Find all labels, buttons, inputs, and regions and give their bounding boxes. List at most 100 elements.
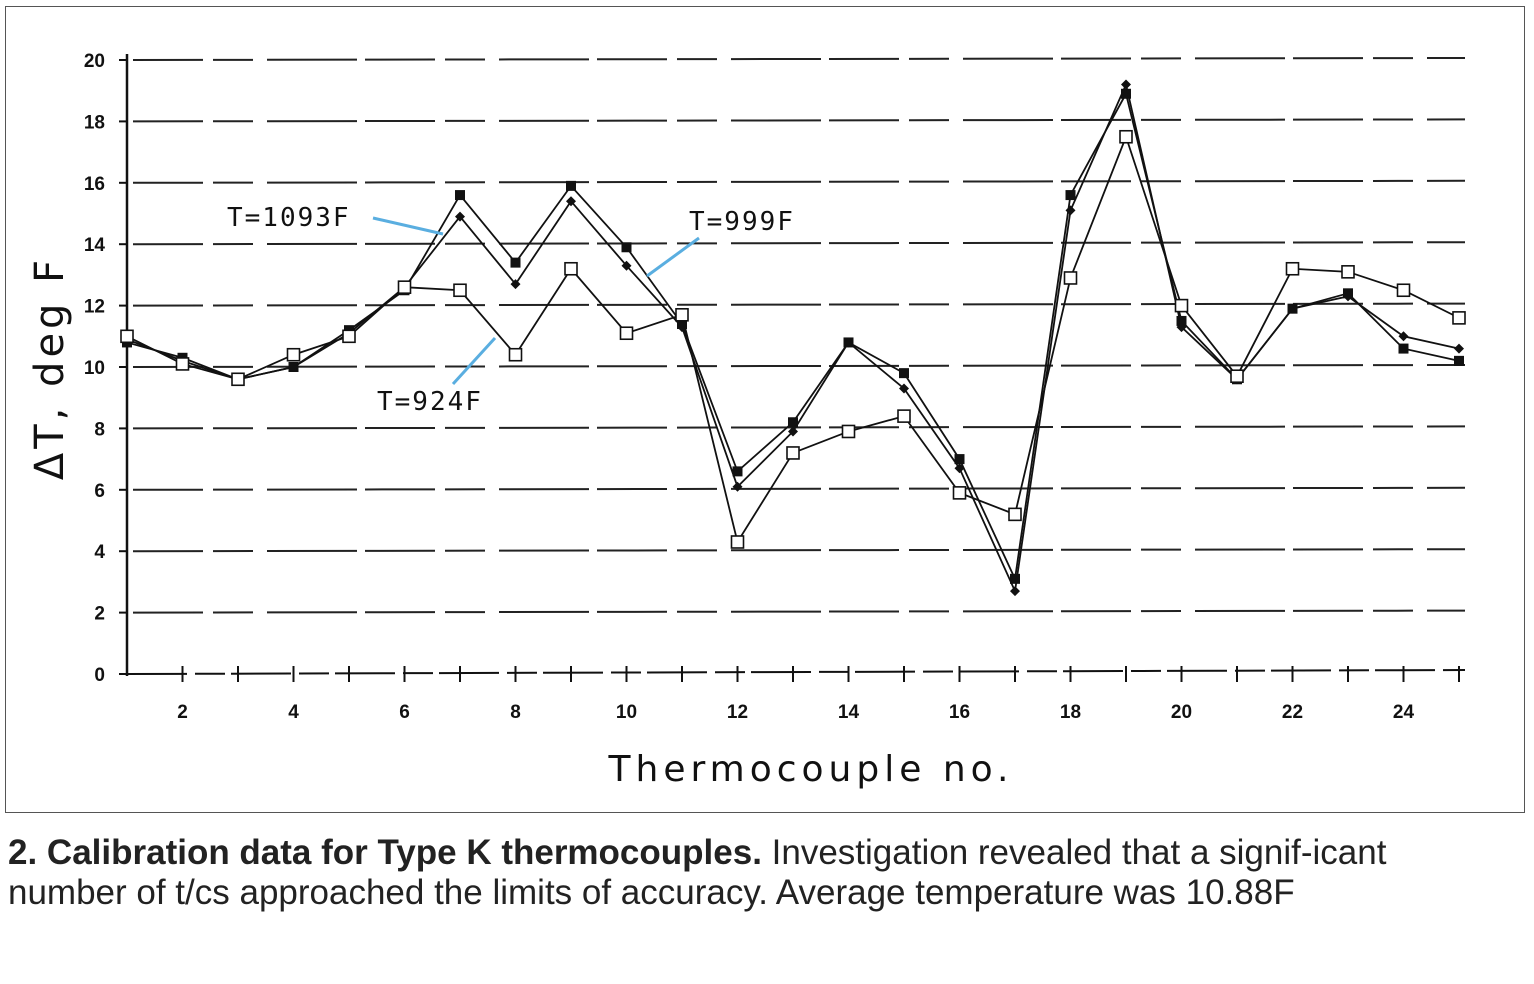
data-point-T=924F-11 <box>675 308 689 322</box>
x-tick-labels: 2 4 6 8 10 12 14 16 18 20 22 24 <box>177 702 1414 723</box>
x-tick-label-18: 18 <box>1060 702 1081 723</box>
data-point-T=999F-15 <box>899 383 909 394</box>
y-tick-label-10: 10 <box>84 358 105 379</box>
x-tick-label-24: 24 <box>1393 702 1415 723</box>
x-tick-label-2: 2 <box>177 702 188 723</box>
x-axis-line <box>126 669 1466 675</box>
grid-line-y-16 <box>132 179 1466 184</box>
y-tick-label-12: 12 <box>84 297 105 318</box>
annotation-arrow-T=999F <box>646 236 700 278</box>
x-tick-label-8: 8 <box>510 702 521 723</box>
data-point-T=999F-14 <box>843 337 854 348</box>
series-T=924F <box>120 129 1466 549</box>
data-point-T=999F-7 <box>455 211 465 222</box>
data-point-T=1093F-8 <box>510 257 521 268</box>
data-point-T=999F-4 <box>288 362 299 372</box>
grid-line-y-12 <box>132 302 1466 307</box>
data-series <box>120 79 1466 597</box>
grid-line-y-8 <box>132 425 1466 430</box>
y-tick-label-20: 20 <box>84 51 105 72</box>
x-tick-label-14: 14 <box>838 702 860 723</box>
data-point-T=924F-9 <box>564 261 578 276</box>
tick-marks <box>119 59 1460 682</box>
data-point-T=999F-8 <box>510 279 521 290</box>
grid-lines <box>132 57 1466 614</box>
grid-line-y-20 <box>132 57 1466 61</box>
annotation-arrow-T=1093F <box>372 216 444 236</box>
x-tick-label-6: 6 <box>399 702 410 723</box>
x-tick-label-16: 16 <box>949 702 970 723</box>
y-tick-label-18: 18 <box>84 112 105 133</box>
data-point-T=1093F-25 <box>1454 355 1464 366</box>
series-T=999F <box>122 79 1464 597</box>
x-tick-label-22: 22 <box>1282 702 1303 723</box>
data-point-T=924F-10 <box>619 326 634 341</box>
series-line-T=924F <box>126 134 1460 545</box>
y-axis-label: ΔT, deg F <box>27 256 73 480</box>
data-point-T=924F-25 <box>1452 311 1466 325</box>
data-point-T=924F-20 <box>1174 298 1189 313</box>
y-tick-label-0: 0 <box>94 665 105 686</box>
data-point-T=999F-9 <box>566 196 576 207</box>
x-tick-label-12: 12 <box>727 702 748 723</box>
y-tick-label-8: 8 <box>94 419 105 440</box>
data-point-T=924F-21 <box>1230 369 1244 384</box>
data-point-T=999F-19 <box>1121 79 1131 90</box>
figure-frame <box>5 6 1525 813</box>
data-point-T=924F-23 <box>1341 265 1355 279</box>
data-point-T=1093F-7 <box>455 190 465 201</box>
data-point-T=924F-2 <box>175 357 190 371</box>
series-annotations: T=1093F T=999F T=924F <box>227 203 795 417</box>
data-point-T=999F-22 <box>1287 303 1298 314</box>
data-point-T=924F-7 <box>453 283 467 298</box>
data-point-T=1093F-15 <box>899 368 909 379</box>
data-point-T=924F-6 <box>397 280 412 294</box>
data-point-T=1093F-18 <box>1065 190 1076 201</box>
grid-line-y-4 <box>132 548 1466 553</box>
y-tick-label-14: 14 <box>84 235 106 256</box>
data-point-T=999F-10 <box>621 260 632 271</box>
data-point-T=924F-3 <box>231 372 245 387</box>
data-point-T=999F-20 <box>1176 322 1187 333</box>
data-point-T=1093F-13 <box>788 417 798 428</box>
series-line-T=999F <box>126 81 1460 595</box>
x-tick-label-10: 10 <box>616 702 637 723</box>
series-line-T=1093F <box>126 91 1460 582</box>
grid-line-y-14 <box>132 241 1466 246</box>
data-point-T=999F-13 <box>788 426 798 437</box>
data-point-T=1093F-17 <box>1010 573 1020 584</box>
data-point-T=999F-25 <box>1454 343 1464 354</box>
annotation-label-T=999F: T=999F <box>689 207 795 237</box>
annotation-label-T=924F: T=924F <box>377 387 483 417</box>
data-point-T=924F-8 <box>508 347 523 362</box>
x-tick-label-4: 4 <box>288 702 299 723</box>
x-tick-label-20: 20 <box>1171 702 1192 723</box>
caption-body: Investigation revealed that a signif-ica… <box>8 833 1387 912</box>
y-tick-labels: 0 2 4 6 8 10 12 14 16 18 20 <box>84 51 106 686</box>
grid-line-y-6 <box>132 486 1466 491</box>
series-T=1093F <box>122 88 1464 584</box>
data-point-T=1093F-16 <box>954 454 965 465</box>
data-point-T=1093F-9 <box>566 180 576 191</box>
data-point-T=924F-12 <box>730 535 745 549</box>
data-point-T=1093F-24 <box>1398 343 1409 354</box>
data-point-T=924F-1 <box>120 329 134 344</box>
data-point-T=1093F-10 <box>621 242 632 253</box>
data-point-T=924F-19 <box>1119 129 1133 144</box>
y-tick-label-2: 2 <box>94 604 105 625</box>
data-point-T=924F-22 <box>1285 261 1300 276</box>
data-point-T=999F-16 <box>954 463 965 474</box>
data-point-T=924F-24 <box>1396 283 1411 298</box>
data-point-T=1093F-12 <box>732 466 743 477</box>
x-axis-label: Thermocouple no. <box>608 749 1014 790</box>
data-point-T=999F-17 <box>1010 586 1020 597</box>
grid-line-y-2 <box>132 609 1466 614</box>
data-point-T=999F-24 <box>1398 331 1409 342</box>
data-point-T=924F-13 <box>786 446 800 460</box>
data-point-T=999F-12 <box>732 481 743 492</box>
data-point-T=999F-18 <box>1065 205 1076 216</box>
data-point-T=924F-17 <box>1008 507 1022 522</box>
grid-line-y-10 <box>132 364 1466 368</box>
data-point-T=924F-15 <box>897 409 911 423</box>
